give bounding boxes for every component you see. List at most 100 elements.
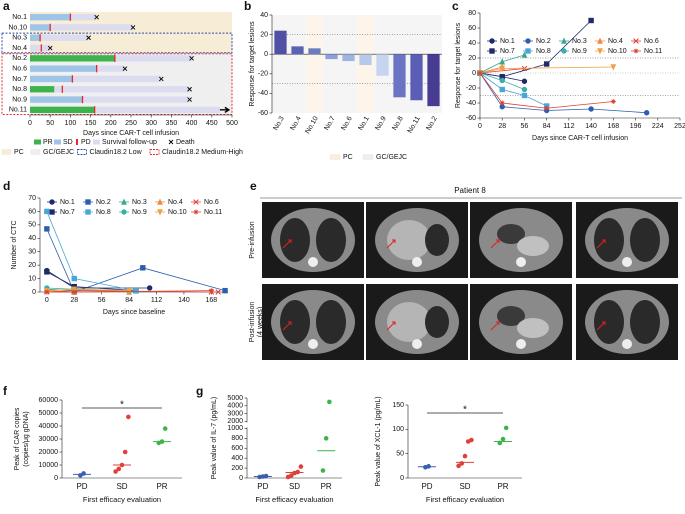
x-tick-label: 28 [70,297,78,304]
lesion-arrow [490,321,500,331]
death-marker [86,35,91,41]
ct-spine [412,339,422,349]
marker [597,48,603,55]
ct-lung [594,300,624,344]
data-point [503,425,509,431]
y-tick-label: 0 [264,51,268,58]
row-background [30,63,232,74]
follow-up-bar [30,24,134,31]
legend-label: Survival follow-up [102,139,157,146]
marker [561,37,567,44]
series-line [479,20,592,78]
y-tick-label: 5000 [227,395,243,402]
marker [525,48,531,54]
y-tick-label: 20 [260,31,268,38]
x-tick-label: 196 [630,123,642,130]
x-axis-title: First efficacy evaluation [255,495,333,504]
panel-letter: f [3,384,8,398]
ct-spine [516,257,526,267]
marker [140,265,146,271]
y-tick-label: No.8 [12,86,27,93]
y-tick-label: 50 [396,451,404,458]
legend-label: No.11 [204,209,222,216]
legend-label: No.2 [96,199,111,206]
ct-spine [622,257,632,267]
marker [561,48,567,54]
data-point [459,461,465,466]
marker [49,209,55,215]
data-point [320,468,326,473]
y-tick-label: 400 [231,455,243,462]
x-tick-label: SD [116,482,127,491]
data-point [327,399,332,405]
row-background [30,12,232,23]
ct-spine [308,339,318,349]
y-axis-title: Number of CTC [11,220,18,269]
legend-swatch [93,139,100,145]
x-tick-label: 168 [607,123,619,130]
follow-up-bar [30,96,190,103]
marker [193,199,199,205]
claudin-box [1,32,233,54]
x-tick-label: 140 [585,123,597,130]
category-background [323,15,340,113]
y-tick-label: 600 [231,445,243,452]
y-tick-label: -20 [258,71,268,78]
y-tick-label: 4000 [227,403,243,410]
follow-up-bar [30,34,89,41]
legend-label: PC [343,154,353,161]
marker [85,199,91,205]
y-tick-label: 20 [28,262,36,269]
x-tick-label: 56 [98,297,106,304]
death-marker [130,25,136,30]
panel-letter: b [244,0,251,13]
x-tick-label: 0 [478,123,482,130]
ct-lung [280,300,310,344]
y-tick-label: 60 [468,25,476,32]
death-marker [94,14,99,20]
marker [157,209,163,216]
data-point [122,449,128,455]
legend-label: GC/GEJC [43,149,74,156]
panel-letter: a [3,0,10,13]
marker [521,92,528,99]
ct-liver [387,302,431,342]
marker [499,65,506,73]
marker [157,198,163,205]
panel-title: Patient 8 [454,186,486,195]
legend-label: PD [81,139,91,146]
x-tick-label: 112 [151,297,162,304]
follow-up-bar [30,86,190,93]
y-tick-label: 100 [392,426,404,433]
y-tick-label: 10000 [39,462,59,469]
y-tick-label: 70 [28,195,36,202]
ct-lung [316,300,346,344]
row-label: (4 weeks) [257,307,264,337]
marker [215,289,221,295]
marker [133,287,139,294]
follow-up-bar [30,44,51,52]
lesion-arrow [490,239,500,249]
category-background [306,15,323,113]
legend-label: PC [14,149,24,156]
lesion-arrow [596,321,606,331]
y-tick-label: 40 [468,40,476,47]
legend-label: No.9 [132,209,147,216]
x-tick-label: PR [156,482,167,491]
legend-label: No.8 [536,48,551,55]
y-tick-label: 50000 [39,410,59,417]
legend-label: GC/GEJC [376,154,407,161]
x-tick-label: 150 [85,120,97,127]
marker [477,70,483,76]
legend-swatch [77,149,87,155]
x-tick-label: 100 [65,120,77,127]
data-point [462,453,468,459]
marker [588,17,594,24]
lesion-arrow [596,239,606,249]
panel-letter: d [3,179,10,193]
y-tick-label: No.2 [12,55,27,62]
legend-label: No.7 [60,209,75,216]
legend-label: No.1 [500,38,515,45]
y-axis-title: Peak value of IL-7 (pg/mL) [211,397,218,480]
